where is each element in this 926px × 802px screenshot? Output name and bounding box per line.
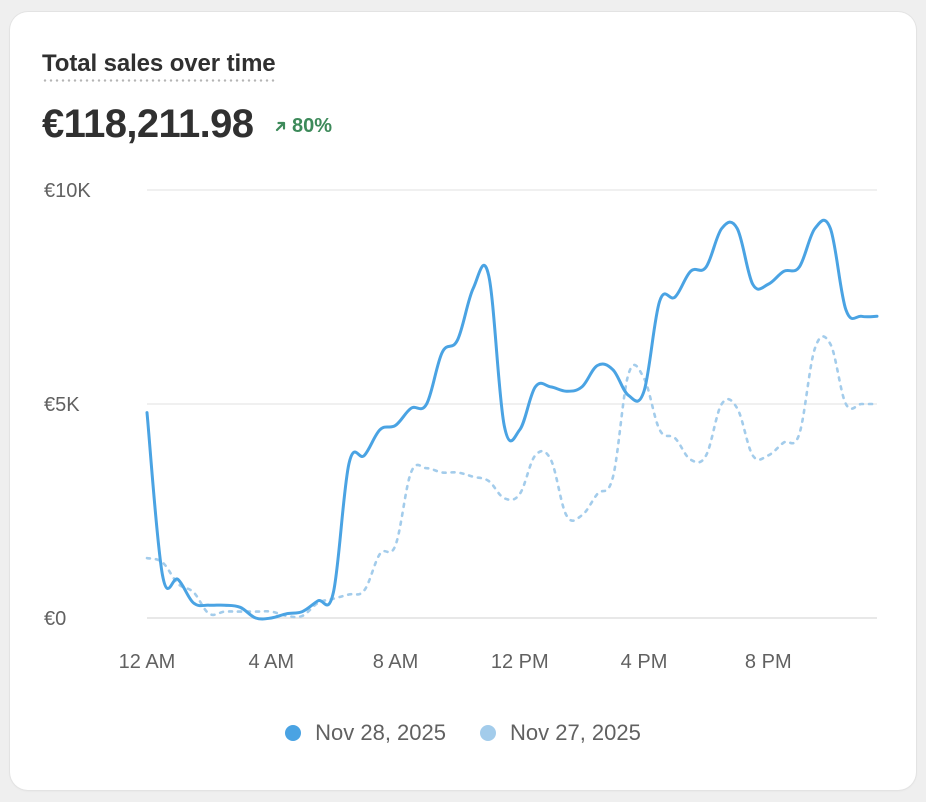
series-layer bbox=[145, 218, 879, 621]
card-title[interactable]: Total sales over time bbox=[42, 50, 276, 82]
chart-legend: Nov 28, 2025 Nov 27, 2025 bbox=[10, 720, 916, 746]
arrow-up-right-icon bbox=[275, 121, 286, 132]
x-tick-label: 4 PM bbox=[621, 651, 668, 673]
grid-layer bbox=[147, 189, 877, 619]
change-percent: 80% bbox=[292, 115, 333, 137]
sales-line-chart: €0 €5K €10K 12 AM 4 AM 8 AM 12 PM 4 PM 8 PM bbox=[44, 180, 879, 673]
x-axis-ticks: 12 AM 4 AM 8 AM 12 PM 4 PM 8 PM bbox=[119, 651, 792, 673]
x-tick-label: 8 AM bbox=[373, 651, 419, 673]
y-tick-label: €0 bbox=[44, 608, 66, 630]
sales-card: Total sales over time €118,211.98 80% €0… bbox=[10, 12, 916, 790]
y-tick-label: €5K bbox=[44, 394, 80, 416]
series-line-nov-27-2025[interactable] bbox=[145, 335, 879, 619]
legend-dot-icon bbox=[285, 725, 302, 741]
change-badge: 80% bbox=[274, 115, 332, 138]
x-tick-label: 4 AM bbox=[248, 651, 294, 673]
legend-label: Nov 28, 2025 bbox=[315, 720, 446, 745]
y-tick-label: €10K bbox=[44, 180, 91, 202]
total-sales-value: €118,211.98 bbox=[42, 102, 254, 146]
legend-label: Nov 27, 2025 bbox=[510, 720, 641, 745]
x-tick-label: 8 PM bbox=[745, 651, 792, 673]
x-tick-label: 12 AM bbox=[119, 651, 176, 673]
series-line-nov-28-2025[interactable] bbox=[145, 218, 879, 621]
x-tick-label: 12 PM bbox=[491, 651, 549, 673]
legend-dot-icon bbox=[480, 725, 496, 741]
legend-item[interactable]: Nov 27, 2025 bbox=[480, 720, 641, 746]
y-axis-ticks: €0 €5K €10K bbox=[44, 180, 91, 630]
legend-item[interactable]: Nov 28, 2025 bbox=[285, 720, 446, 746]
